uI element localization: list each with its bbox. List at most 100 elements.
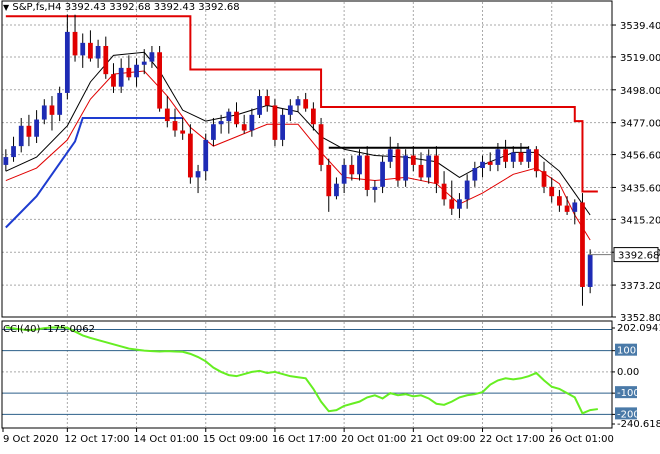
indicator-overlays <box>5 15 598 241</box>
candle-body <box>580 202 585 287</box>
candle-body <box>241 124 247 131</box>
price-pane-frame <box>1 0 613 318</box>
symbol-label: S&P,fs,H4 <box>12 2 62 13</box>
candle-body <box>410 155 416 165</box>
candle-body <box>195 171 201 178</box>
candle-body <box>218 121 224 125</box>
candle-body <box>495 149 501 165</box>
collapse-icon[interactable]: ▼ <box>3 3 10 12</box>
candle-body <box>295 99 301 106</box>
current-price-label: 3392.68 <box>618 251 659 262</box>
candle-body <box>549 186 555 197</box>
price-tick-label: 3373.20 <box>620 281 660 292</box>
price-tick-label: 3539.40 <box>620 21 660 32</box>
cci-tick-label: 100 <box>617 346 636 357</box>
candle-body <box>88 42 93 59</box>
candle-body <box>380 161 385 187</box>
candle-body <box>187 133 193 178</box>
candle-body <box>541 171 547 187</box>
cci-indicator-label: CCI(40) -175.0062 <box>3 324 95 336</box>
candle-body <box>303 99 309 109</box>
candle-body <box>26 125 32 137</box>
candle-body <box>257 96 262 115</box>
cci-level-tag <box>615 407 637 420</box>
candle-body <box>441 183 447 200</box>
candle-body <box>526 149 532 162</box>
candle-body <box>387 149 393 162</box>
candle-body <box>287 105 293 115</box>
candle-body <box>503 149 508 162</box>
candle-body <box>141 61 147 65</box>
candle-body <box>111 74 116 87</box>
candle-body <box>95 45 101 59</box>
candle-body <box>172 121 178 131</box>
cci-tick-label: 202.0941 <box>617 323 660 334</box>
current-price-tag <box>613 247 659 263</box>
price-tick-label: 3477.00 <box>620 119 660 130</box>
cci-tick-label: -240.6188 <box>617 419 660 430</box>
candle-body <box>434 155 439 184</box>
time-tick-label: 22 Oct 17:00 <box>480 434 545 445</box>
candle-body <box>203 139 209 172</box>
price-tick-label: 3456.60 <box>620 151 660 162</box>
candle-body <box>64 31 70 93</box>
candle-body <box>280 114 286 140</box>
candle-body <box>472 168 478 181</box>
candle-body <box>264 96 270 106</box>
candle-body <box>395 149 401 181</box>
candle-body <box>403 155 409 181</box>
lower-channel-line <box>5 116 183 229</box>
candle-body <box>334 183 339 197</box>
candle-body <box>310 108 316 125</box>
candle-body <box>3 157 9 165</box>
price-tick-label: 3352.80 <box>620 313 660 324</box>
candle-body <box>211 124 216 140</box>
candle-body <box>326 164 332 197</box>
time-tick-label: 12 Oct 17:00 <box>64 434 129 445</box>
time-tick-label: 16 Oct 17:00 <box>272 434 337 445</box>
candle-body <box>364 155 370 190</box>
candle-body <box>180 130 186 134</box>
time-tick-label: 26 Oct 01:00 <box>549 434 614 445</box>
cci-series <box>5 326 598 415</box>
chart-header: ▼ S&P,fs,H4 3392.43 3392.68 3392.43 3392… <box>3 2 240 14</box>
candle-body <box>372 186 378 190</box>
candle-body <box>249 114 255 131</box>
cci-level-tag <box>615 343 637 356</box>
time-tick-label: 14 Oct 01:00 <box>134 434 199 445</box>
cci-tick-label: -200 <box>617 409 640 420</box>
candle-body <box>572 202 578 212</box>
candle-body <box>11 146 16 158</box>
candle-body <box>480 161 485 169</box>
candle-body <box>510 152 516 162</box>
candle-body <box>149 52 155 62</box>
candle-body <box>234 111 239 125</box>
candle-body <box>80 42 86 56</box>
cci-level-tag <box>615 386 637 399</box>
cci-tick-label: -100 <box>617 388 640 399</box>
candle-body <box>557 196 562 206</box>
price-tick-label: 3519.00 <box>620 53 660 64</box>
ohlc-readout: 3392.43 3392.68 3392.43 3392.68 <box>64 2 240 13</box>
price-tick-label: 3435.60 <box>620 183 660 194</box>
candle-body <box>449 199 455 209</box>
cci-label: CCI(40) -175.0062 <box>3 324 95 335</box>
time-tick-label: 21 Oct 09:00 <box>410 434 475 445</box>
price-tick-label: 3498.00 <box>620 86 660 97</box>
candle-body <box>349 164 355 175</box>
candle-body <box>426 155 432 178</box>
moving-average-dark <box>5 51 591 216</box>
time-tick-label: 15 Oct 09:00 <box>203 434 268 445</box>
candle-body <box>34 119 39 137</box>
chart-axes: 3539.40 3519.00 3498.00 3477.00 3456.60 3435.… <box>1 0 660 445</box>
candle-body <box>533 149 539 172</box>
candle-body <box>18 125 24 147</box>
cci-tick-label: 0.00 <box>617 367 639 378</box>
candle-body <box>72 31 78 56</box>
candle-body <box>418 164 424 178</box>
candle-body <box>341 164 347 184</box>
candle-body <box>41 105 47 120</box>
candle-body <box>49 105 55 115</box>
